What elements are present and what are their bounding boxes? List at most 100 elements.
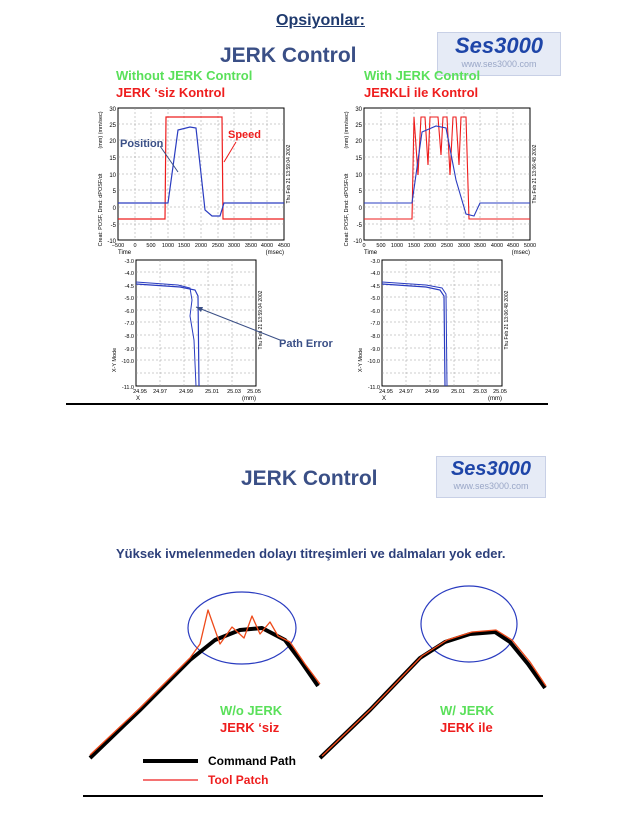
ytick: -5.0 [125,296,134,302]
highlight-circle-left [187,591,297,665]
legend-command-label: Command Path [208,754,297,768]
xtick: 25.03 [227,389,241,395]
ytick: 30 [355,107,362,113]
ytick: 25 [109,123,116,129]
speed-annotation: Speed [228,129,261,141]
ytick: -11.0 [122,385,134,391]
xtick: 25.01 [205,389,219,395]
xtick: 2500 [212,243,224,249]
xtick: 24.99 [179,389,193,395]
xtick: 24.99 [425,389,439,395]
xtick: 1500 [178,243,190,249]
right-title-tr: JERKLİ ile Kontrol [364,85,479,100]
xtick: 3000 [458,243,470,249]
ytick: 20 [355,139,362,145]
slide1-title: JERK Control [220,44,357,67]
ytick: -7.0 [125,321,134,327]
ytick: -5.0 [371,296,380,302]
y-label-bottom: Creat: POSF, Dmd: dPOSF/dt [344,173,350,246]
x-label: X [382,396,386,402]
position-curve-left [118,126,284,217]
ytick: -10.0 [367,359,380,365]
x-unit: (mm) [488,396,502,402]
x-unit: (mm) [242,396,256,402]
x-unit: (msec) [266,250,284,256]
ytick: -4.5 [125,284,134,290]
xtick: 3500 [245,243,257,249]
x-label: Time [364,250,378,256]
slide2-bullet: Yüksek ivmelenmeden dolayı titreşimleri … [116,546,506,561]
position-annotation: Position [120,138,164,150]
xtick: 24.95 [133,389,147,395]
logo-url: www.ses3000.com [461,59,537,69]
chart-xy-right: -3.0 -4.0 -4.5 -5.0 -6.0 -7.0 -8.0 -9.0 … [358,259,510,402]
xtick: 4500 [507,243,519,249]
ytick: 5 [113,189,117,195]
legend-tool-label: Tool Patch [208,773,269,787]
timestamp: Thu Feb 21 13:06:48 2002 [504,290,510,349]
ytick: 0 [359,206,363,212]
xtick: 24.97 [153,389,167,395]
ytick: -7.0 [371,321,380,327]
logo-name: Ses3000 [450,458,532,480]
xtick: −500 [112,243,124,249]
ytick: 10 [355,173,362,179]
ytick: 15 [109,156,116,162]
right-title-en: With JERK Control [364,68,481,83]
ytick: -6.0 [371,309,380,315]
chart-time-right: 30 25 20 15 10 5 0 -5 -10 0 500 1000 150… [344,107,538,256]
ytick: -6.0 [125,309,134,315]
ytick: -10 [107,239,116,245]
xtick: 1000 [391,243,403,249]
chart-time-left: 30 25 20 15 10 5 0 -5 -10 −500 0 500 100… [98,107,292,256]
xtick: 3000 [228,243,240,249]
xtick: 4000 [491,243,503,249]
ytick-labels-tl: 30 25 20 15 10 5 0 -5 -10 [107,107,116,245]
jerk-path-diagram [88,585,547,781]
tool-path-left [89,609,321,756]
ytick: -4.0 [125,271,134,277]
xtick: 500 [376,243,385,249]
y-label-bottom: Creat: POSF, Dmd: dPOSF/dt [98,173,104,246]
logo-url: www.ses3000.com [453,481,529,491]
divider-2 [83,795,543,797]
ytick: 5 [359,189,363,195]
xtick: 25.05 [247,389,261,395]
left-title-en: Without JERK Control [116,68,253,83]
ytick: 0 [113,206,117,212]
ytick: -9.0 [371,347,380,353]
logo-name: Ses3000 [454,33,544,58]
page-heading: Opsiyonlar: [276,12,365,29]
ytick: 15 [355,156,362,162]
highlight-circle-right [420,585,518,663]
ytick: -5 [111,223,117,229]
divider-1 [66,403,548,405]
y-label-top: (mm) (mm/sec) [344,111,350,148]
right-label-tr: JERK ile [440,720,493,735]
command-path-right [318,630,547,760]
path-error-annotation: Path Error [279,338,334,350]
ytick: -11.0 [368,385,380,391]
ytick: -4.5 [371,284,380,290]
ytick: -10.0 [121,359,134,365]
ytick: -3.0 [125,259,134,265]
xtick: 1500 [408,243,420,249]
xtick: 25.01 [451,389,465,395]
xtick-labels-tl: −500 0 500 1000 1500 2000 2500 3000 3500… [112,243,290,249]
left-label-tr: JERK ‘siz [220,720,280,735]
xtick: 24.97 [399,389,413,395]
ytick: 30 [109,107,116,113]
logo-box-1: Ses3000 www.ses3000.com [437,32,561,76]
ytick: -10 [353,239,362,245]
xtick: 2000 [424,243,436,249]
xtick: 1000 [162,243,174,249]
ytick: -8.0 [371,334,380,340]
chart-xy-left: -3.0 -4.0 -4.5 -5.0 -6.0 -7.0 -8.0 -9.0 … [112,259,334,402]
command-path-left [88,626,320,760]
x-label: Time [118,250,132,256]
ytick: 10 [109,173,116,179]
xtick: 24.95 [379,389,393,395]
tool-path-right [321,629,547,757]
timestamp: Thu Feb 21 13:59:04 2002 [286,144,292,203]
xtick: 4000 [261,243,273,249]
